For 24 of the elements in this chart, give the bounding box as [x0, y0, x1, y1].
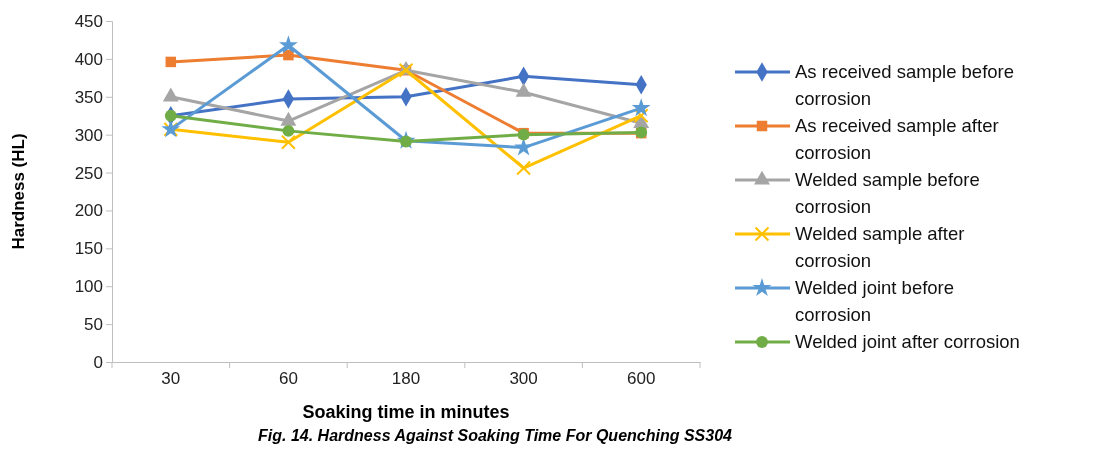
- x-axis-title: Soaking time in minutes: [302, 402, 510, 422]
- legend-label: Welded sample before corrosion: [795, 169, 980, 217]
- x-tick-label: 60: [278, 369, 298, 389]
- legend-label: Welded joint before corrosion: [795, 277, 955, 325]
- y-tick-label: 100: [74, 277, 103, 297]
- x-tick-label: 30: [161, 369, 181, 389]
- legend-label: As received sample before corrosion: [795, 61, 1015, 109]
- caption: Fig. 14. Hardness Against Soaking Time For Quenching SS304: [258, 427, 733, 444]
- x-tick-label: 180: [391, 369, 421, 389]
- y-tick-label: 400: [74, 49, 103, 69]
- y-tick-label: 0: [93, 352, 103, 372]
- legend-label: Welded sample after corrosion: [795, 223, 965, 271]
- y-tick-label: 300: [74, 125, 103, 145]
- y-tick-label: 450: [74, 11, 103, 31]
- x-tick-label: 300: [509, 369, 538, 389]
- legend-label: As received sample after corrosion: [795, 115, 999, 163]
- y-tick-label: 50: [84, 315, 103, 335]
- y-axis-title: Hardness (HL): [9, 133, 28, 250]
- y-tick-label: 250: [74, 163, 103, 183]
- y-tick-label: 200: [74, 201, 103, 221]
- legend-label: Welded joint after corrosion: [795, 331, 1020, 352]
- y-tick-label: 150: [74, 239, 103, 259]
- y-tick-label: 350: [74, 87, 103, 107]
- x-tick-label: 600: [627, 369, 656, 389]
